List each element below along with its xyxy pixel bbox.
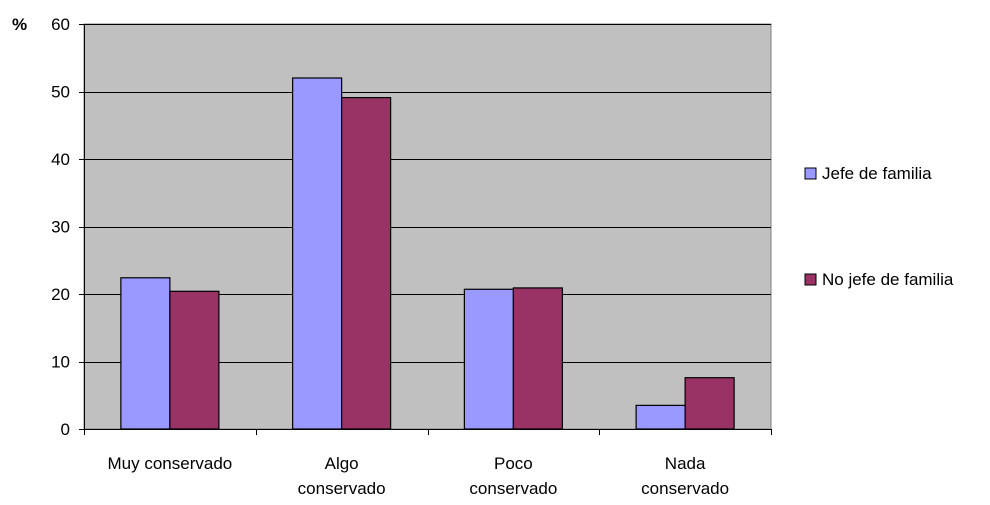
x-tick-labels: Muy conservado Algo conservado Poco conserva… [108, 454, 730, 498]
y-tick-label: 0 [61, 420, 70, 439]
x-tick-label: Muy conservado [108, 454, 233, 473]
bar [512, 287, 563, 430]
y-tick-label: 10 [51, 353, 70, 372]
y-axis-label: % [12, 15, 27, 34]
y-tick-label: 20 [51, 285, 70, 304]
legend-swatch [804, 273, 817, 286]
bar [684, 377, 735, 430]
bar [292, 77, 343, 430]
bars [120, 77, 735, 430]
legend-label: No jefe de familia [822, 270, 954, 289]
bar [463, 288, 514, 430]
bar [635, 404, 686, 430]
bar [341, 96, 392, 430]
legend-label: Jefe de familia [822, 164, 932, 183]
y-tick-label: 60 [51, 15, 70, 34]
x-tick-label: Poco conservado [469, 454, 557, 498]
legend-swatch [804, 167, 817, 180]
y-tick-label: 40 [51, 150, 70, 169]
y-tick-labels: 0 10 20 30 40 50 60 [51, 15, 70, 439]
y-tick-label: 30 [51, 218, 70, 237]
bar [169, 290, 220, 430]
bar [120, 277, 171, 430]
x-tick-label: Nada conservado [641, 454, 729, 498]
y-tick-label: 50 [51, 83, 70, 102]
x-tick-label: Algo conservado [298, 454, 386, 498]
axes [79, 24, 772, 435]
legend: Jefe de familia No jefe de familia [804, 164, 954, 289]
